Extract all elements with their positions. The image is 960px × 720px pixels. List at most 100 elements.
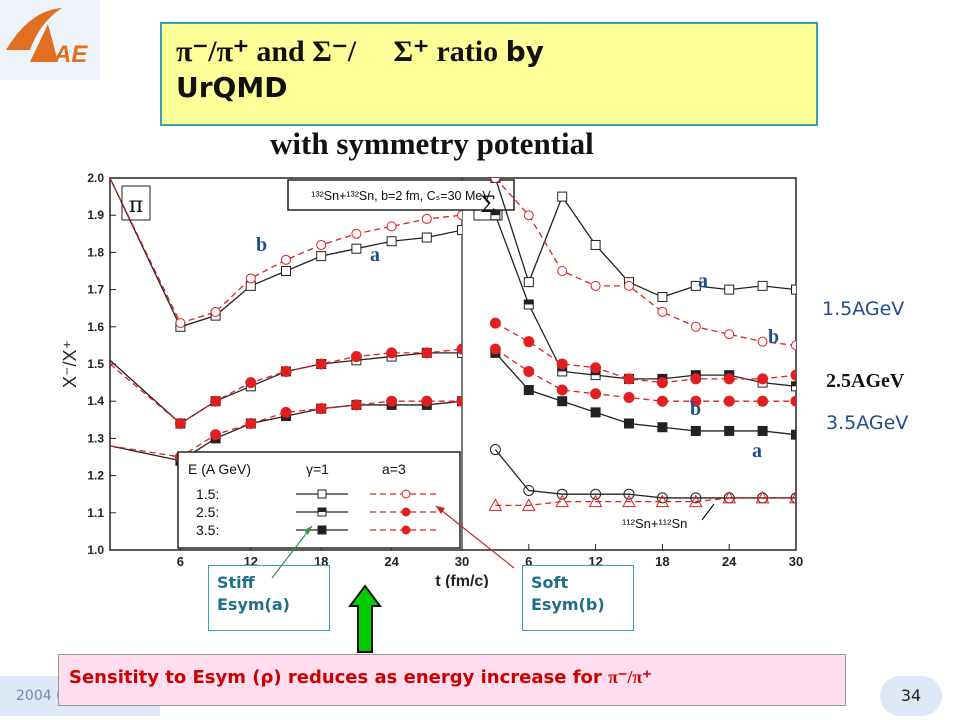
point-p1-s5-1: [523, 365, 535, 377]
ratio-chart: 1.0 1.1 1.2 1.3 1.4 1.5 1.6 1.7 1.8 1.9 2.0 X⁻/X⁺ 6 1…: [62, 171, 803, 588]
point-p1-s1-4: [624, 280, 634, 291]
point-p1-s1-5: [657, 306, 668, 317]
x-tick-label-p1-0: 6: [525, 554, 532, 569]
point-p1-s2-6-half: [691, 370, 701, 376]
point-p1-s7-8: [755, 490, 770, 504]
point-p1-s3-6: [690, 373, 702, 385]
y-tick-label-2: 1.2: [87, 469, 104, 483]
legend-stiff-marker-1-half: [318, 508, 326, 512]
stiff-esym-callout: Stiff Esym(a): [208, 565, 330, 631]
point-p0-s3-6: [350, 351, 362, 363]
legend-row-label-2: 3.5:: [196, 522, 219, 538]
point-p0-s1-5: [316, 239, 327, 250]
point-p1-s4-7: [724, 425, 735, 436]
series-line-p0-0: [110, 178, 462, 328]
point-p0-s5-8: [421, 395, 433, 407]
point-p0-s5-5: [315, 403, 327, 415]
legend-header-soft: a=3: [382, 461, 406, 477]
point-p1-s1-1: [523, 210, 534, 221]
title-line-1: π⁻/π⁺ and Σ⁻/ Σ⁺ ratio by: [176, 34, 802, 70]
point-p1-s2-7-half: [724, 370, 734, 376]
title-part-2: Σ⁺ ratio: [393, 35, 499, 68]
series-p0-1: [110, 178, 462, 329]
point-p0-s1-4: [281, 254, 291, 265]
series-line-p0-4: [110, 400, 462, 462]
title-part-3: by: [505, 35, 544, 68]
conclusion-box: Sensitity to Esym (ρ) reduces as energy …: [58, 654, 846, 706]
point-p0-s3-9: [456, 343, 462, 355]
point-p0-s3-8: [421, 347, 433, 359]
point-p1-s5-9: [790, 395, 796, 407]
y-axis-label: X⁻/X⁺: [62, 340, 80, 388]
point-p1-s5-3: [590, 388, 602, 400]
series-line-p1-3: [495, 322, 796, 384]
legend-stiff-marker-2: [317, 525, 327, 535]
x-tick-label-p1-3: 24: [722, 554, 737, 569]
point-p0-s5-6: [350, 399, 362, 411]
y-tick-label-6: 1.6: [87, 320, 104, 334]
point-p1-s1-9: [791, 340, 796, 351]
soft-line-1: Soft: [531, 573, 569, 592]
series-p1-3: [489, 317, 796, 389]
legend-soft-marker-1: [401, 507, 411, 517]
point-p1-s3-9: [790, 369, 796, 381]
y-tick-label-8: 1.8: [87, 245, 104, 259]
point-p1-s6-1: [523, 484, 535, 496]
point-p1-s4-4: [624, 418, 634, 429]
series-p1-5: [489, 343, 796, 407]
x-tick-label-p1-4: 30: [789, 554, 803, 569]
soft-esym-callout: Soft Esym(b): [522, 565, 634, 631]
point-p1-s0-2: [557, 191, 568, 202]
point-p0-s5-4: [280, 406, 292, 418]
legend-row-label-1: 2.5:: [196, 504, 219, 520]
point-p0-s0-8: [421, 232, 432, 243]
legend-stiff-marker-0: [317, 489, 327, 499]
sn112-label: ¹¹²Sn+¹¹²Sn: [622, 516, 687, 531]
point-p1-s5-2: [556, 384, 568, 396]
energy-label-2-5: 2.5AGeV: [826, 370, 905, 392]
point-p1-s0-5: [657, 292, 668, 303]
sn112-pointer: [701, 503, 715, 521]
point-p1-s2-5-half: [657, 374, 667, 379]
y-tick-label-10: 2.0: [87, 171, 104, 185]
marker-a-pi: a: [370, 244, 380, 266]
point-p1-s5-8: [757, 395, 769, 407]
point-p1-s0-1: [523, 277, 534, 288]
x-tick-label-p1-2: 18: [655, 554, 669, 569]
marker-b-sigma-2: b: [690, 398, 702, 420]
marker-a-sigma-2: a: [752, 440, 762, 462]
point-p0-s0-7: [386, 236, 397, 247]
point-p0-s1-8: [421, 213, 432, 224]
point-p1-s6-9: [790, 492, 796, 504]
series-line-p0-3: [110, 348, 462, 425]
y-tick-label-1: 1.1: [87, 506, 104, 520]
y-tick-label-4: 1.4: [87, 394, 104, 408]
point-p0-s3-5: [315, 358, 327, 370]
y-tick-label-7: 1.7: [87, 283, 104, 297]
point-p1-s1-8: [757, 336, 768, 347]
point-p0-s3-3: [245, 377, 257, 389]
conclusion-ratio: π⁻/π⁺: [608, 667, 652, 687]
point-p0-s0-5: [316, 251, 327, 262]
y-tick-label-3: 1.3: [87, 431, 104, 445]
point-p0-s3-2: [210, 395, 222, 407]
point-p0-s1-6: [351, 228, 362, 239]
point-p1-s4-3: [590, 407, 601, 418]
point-p0-s3-7: [386, 347, 398, 359]
point-p1-s5-4: [623, 391, 635, 403]
panel-label-1: Σ: [480, 193, 496, 218]
point-p0-s1-7: [386, 221, 397, 232]
point-p1-s4-5: [657, 422, 668, 433]
point-p1-s6-6: [690, 492, 702, 504]
point-p1-s2-9-half: [791, 381, 796, 387]
point-p0-s3-4: [280, 365, 292, 377]
conclusion-text: Sensitity to Esym (ρ) reduces as energy …: [69, 667, 602, 688]
point-p1-s7-1: [521, 498, 536, 511]
point-p1-s3-5: [656, 377, 668, 389]
point-p1-s3-2: [556, 358, 568, 370]
point-p1-s6-0: [489, 444, 501, 456]
point-p0-s1-9: [457, 210, 462, 221]
series-line-p1-0: [494, 178, 796, 298]
title-part-1: π⁻/π⁺ and Σ⁻/: [176, 35, 357, 68]
point-p1-s4-2: [557, 396, 568, 407]
